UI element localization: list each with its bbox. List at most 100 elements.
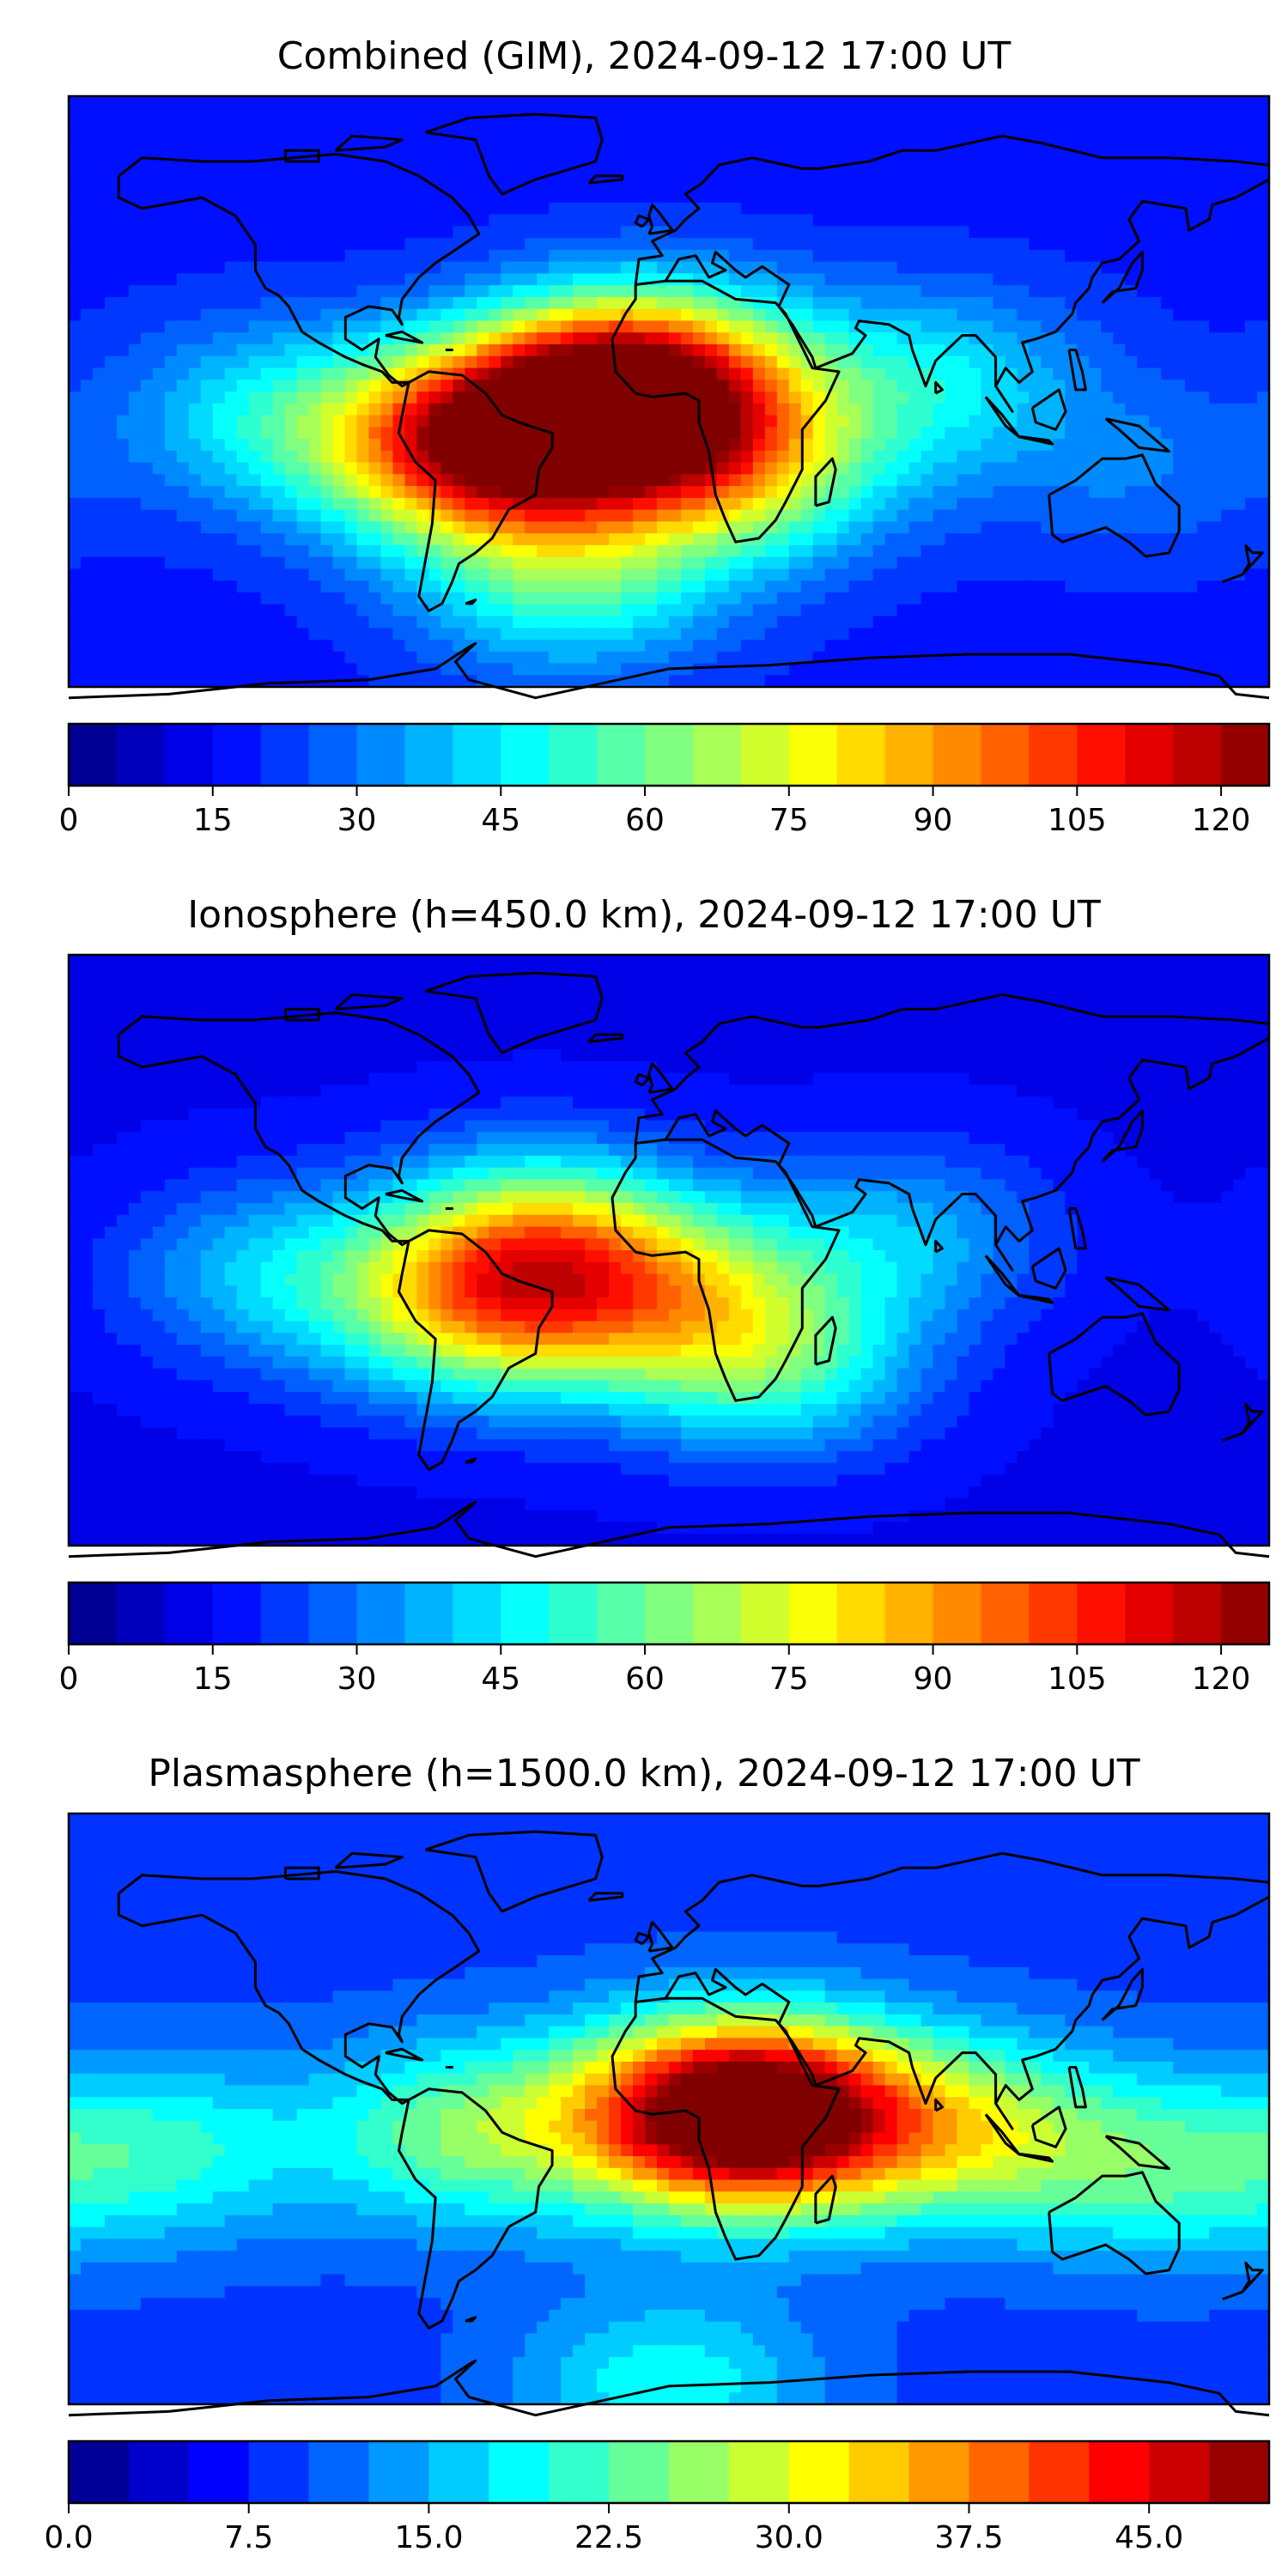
field-cell: [981, 450, 994, 464]
field-cell: [1125, 392, 1139, 404]
field-cell: [1221, 663, 1234, 677]
field-cell: [573, 96, 586, 109]
field-cell: [501, 580, 514, 593]
field-cell: [836, 179, 850, 191]
field-cell: [1233, 131, 1246, 144]
field-cell: [440, 462, 454, 476]
field-cell: [573, 119, 586, 133]
field-cell: [597, 592, 610, 605]
field-cell: [344, 107, 358, 121]
field-cell: [1149, 202, 1162, 216]
field-cell: [669, 592, 682, 605]
field-cell: [356, 497, 370, 511]
field-cell: [860, 131, 874, 144]
field-cell: [1233, 96, 1246, 109]
field-cell: [669, 249, 682, 263]
field-cell: [788, 592, 802, 605]
field-cell: [1113, 663, 1127, 677]
field-cell: [969, 143, 982, 156]
field-cell: [128, 296, 142, 310]
field-cell: [200, 96, 214, 109]
field-cell: [645, 604, 658, 617]
field-cell: [1173, 403, 1186, 416]
field-cell: [1005, 273, 1018, 286]
field-cell: [716, 226, 730, 239]
field-cell: [453, 202, 466, 216]
field-cell: [489, 568, 502, 581]
field-cell: [993, 143, 1006, 156]
field-cell: [1137, 392, 1150, 404]
field-cell: [981, 155, 994, 168]
field-cell: [716, 544, 730, 558]
field-cell: [585, 226, 598, 239]
field-cell: [1209, 415, 1222, 428]
field-cell: [428, 497, 442, 511]
field-cell: [1221, 462, 1234, 476]
field-cell: [320, 285, 334, 298]
field-cell: [1245, 226, 1258, 239]
field-cell: [260, 96, 274, 109]
field-cell: [92, 343, 106, 357]
field-cell: [993, 332, 1006, 345]
field-cell: [404, 474, 418, 487]
field-cell: [993, 509, 1006, 523]
field-cell: [260, 509, 274, 523]
field-cell: [1221, 249, 1234, 263]
field-cell: [489, 474, 502, 487]
field-cell: [752, 143, 766, 156]
field-cell: [1065, 486, 1078, 499]
field-cell: [453, 296, 466, 310]
field-cell: [800, 675, 814, 688]
field-cell: [116, 226, 130, 239]
field-cell: [969, 604, 982, 617]
field-cell: [824, 249, 838, 263]
field-cell: [920, 155, 934, 168]
field-cell: [200, 675, 214, 688]
field-cell: [848, 107, 862, 121]
field-cell: [272, 179, 286, 191]
field-cell: [549, 415, 562, 428]
field-cell: [392, 521, 406, 534]
field-cell: [416, 392, 430, 404]
field-cell: [1233, 214, 1246, 228]
field-cell: [1209, 238, 1222, 251]
field-cell: [92, 651, 106, 665]
field-cell: [836, 544, 850, 558]
field-cell: [260, 238, 274, 251]
field-cell: [116, 544, 130, 558]
field-cell: [152, 107, 166, 121]
field-cell: [152, 320, 166, 333]
field-cell: [1173, 439, 1186, 452]
field-cell: [212, 191, 226, 204]
field-cell: [884, 616, 898, 629]
field-cell: [800, 439, 814, 452]
field-cell: [597, 273, 610, 286]
field-cell: [1053, 249, 1066, 263]
field-cell: [573, 509, 586, 523]
field-cell: [465, 191, 478, 204]
field-cell: [981, 580, 994, 593]
field-cell: [224, 355, 238, 369]
field-cell: [489, 403, 502, 416]
field-cell: [92, 486, 106, 499]
field-cell: [993, 592, 1006, 605]
field-cell: [1125, 380, 1139, 392]
field-cell: [188, 604, 202, 617]
field-cell: [836, 273, 850, 286]
field-cell: [1125, 368, 1139, 381]
field-cell: [704, 308, 718, 322]
field-cell: [537, 580, 550, 593]
field-cell: [740, 675, 754, 688]
field-cell: [621, 249, 634, 263]
field-cell: [92, 238, 106, 251]
field-cell: [260, 628, 274, 641]
field-cell: [549, 96, 562, 109]
field-cell: [1149, 167, 1162, 180]
field-cell: [368, 403, 382, 416]
field-cell: [812, 392, 826, 404]
field-cell: [284, 439, 298, 452]
field-cell: [236, 191, 250, 204]
field-cell: [248, 639, 262, 653]
field-cell: [645, 450, 658, 464]
field-cell: [188, 415, 202, 428]
